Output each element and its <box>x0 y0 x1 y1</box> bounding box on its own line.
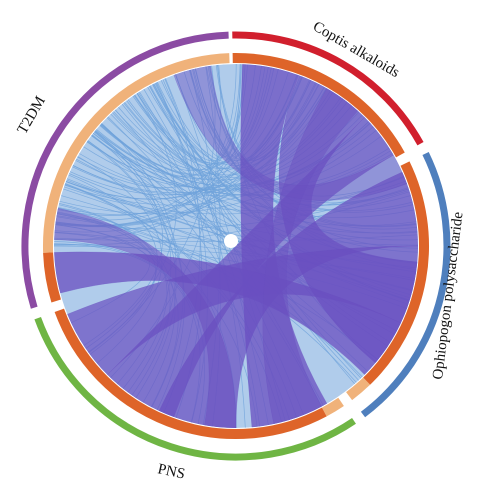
group-arc-t2dm <box>21 31 229 309</box>
label-ophiopogon: Ophiopogon polysaccharide <box>430 211 466 381</box>
target-link <box>57 64 237 216</box>
shared-ribbon <box>240 64 328 428</box>
shared-ribbon <box>54 251 402 376</box>
target-link <box>107 116 359 381</box>
inner-segment <box>321 397 344 417</box>
inner-segment <box>43 252 62 303</box>
center-node <box>224 234 238 248</box>
target-link <box>106 64 241 171</box>
group-arc-ophio <box>360 151 451 418</box>
inner-segment <box>363 161 429 385</box>
target-link <box>165 78 246 428</box>
target-link <box>63 175 405 215</box>
inner-segment <box>43 53 230 253</box>
shared-ribbon <box>173 65 408 201</box>
shared-ribbon <box>262 88 359 425</box>
link-ribbons <box>54 64 418 428</box>
label-t2dm: T2DM <box>15 94 49 137</box>
inner-segment <box>232 52 405 158</box>
label-pns: PNS <box>156 461 186 482</box>
shared-link-bundle <box>54 64 418 428</box>
group-arc-pns <box>34 316 356 461</box>
outer-track <box>21 31 451 461</box>
inner-segment <box>54 308 327 440</box>
shared-ribbon <box>54 207 237 428</box>
group-arc-coptis <box>232 31 424 146</box>
inner-segment <box>346 377 371 401</box>
inner-track <box>43 52 429 440</box>
target-link <box>149 64 242 162</box>
